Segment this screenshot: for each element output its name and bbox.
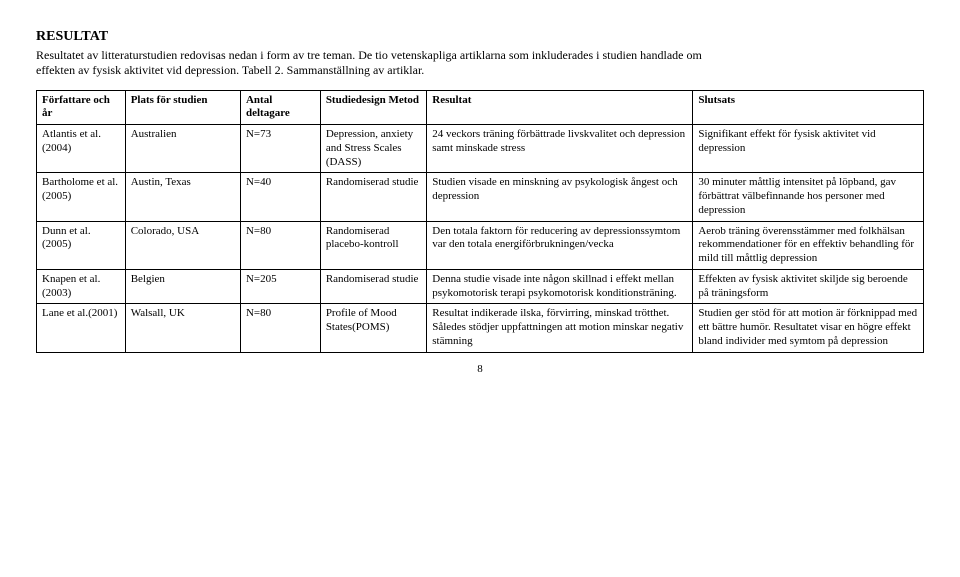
table-body: Atlantis et al. (2004) Australien N=73 D… (37, 125, 924, 353)
table-row: Dunn et al. (2005) Colorado, USA N=80 Ra… (37, 221, 924, 269)
col-header-result: Resultat (427, 90, 693, 125)
cell-n: N=73 (240, 125, 320, 173)
cell-result: Denna studie visade inte någon skillnad … (427, 269, 693, 304)
cell-author: Knapen et al. (2003) (37, 269, 126, 304)
table-header-row: Författare och år Plats för studien Anta… (37, 90, 924, 125)
cell-n: N=80 (240, 221, 320, 269)
cell-conclusion: Studien ger stöd för att motion är förkn… (693, 304, 924, 352)
cell-design: Profile of Mood States(POMS) (320, 304, 426, 352)
cell-design: Depression, anxiety and Stress Scales (D… (320, 125, 426, 173)
table-row: Knapen et al. (2003) Belgien N=205 Rando… (37, 269, 924, 304)
cell-result: Resultat indikerade ilska, förvirring, m… (427, 304, 693, 352)
cell-place: Walsall, UK (125, 304, 240, 352)
cell-conclusion: Signifikant effekt för fysisk aktivitet … (693, 125, 924, 173)
results-table: Författare och år Plats för studien Anta… (36, 90, 924, 353)
col-header-n: Antal deltagare (240, 90, 320, 125)
cell-place: Australien (125, 125, 240, 173)
col-header-design: Studiedesign Metod (320, 90, 426, 125)
col-header-conclusion: Slutsats (693, 90, 924, 125)
cell-n: N=205 (240, 269, 320, 304)
cell-conclusion: 30 minuter måttlig intensitet på löpband… (693, 173, 924, 221)
cell-n: N=80 (240, 304, 320, 352)
cell-design: Randomiserad placebo-kontroll (320, 221, 426, 269)
cell-author: Dunn et al. (2005) (37, 221, 126, 269)
cell-author: Lane et al.(2001) (37, 304, 126, 352)
table-row: Lane et al.(2001) Walsall, UK N=80 Profi… (37, 304, 924, 352)
cell-author: Atlantis et al. (2004) (37, 125, 126, 173)
col-header-place: Plats för studien (125, 90, 240, 125)
cell-place: Belgien (125, 269, 240, 304)
cell-conclusion: Aerob träning överensstämmer med folkhäl… (693, 221, 924, 269)
section-heading: RESULTAT (36, 28, 924, 46)
cell-result: 24 veckors träning förbättrade livskvali… (427, 125, 693, 173)
cell-author: Bartholome et al. (2005) (37, 173, 126, 221)
cell-design: Randomiserad studie (320, 269, 426, 304)
cell-design: Randomiserad studie (320, 173, 426, 221)
cell-place: Austin, Texas (125, 173, 240, 221)
cell-conclusion: Effekten av fysisk aktivitet skiljde sig… (693, 269, 924, 304)
cell-n: N=40 (240, 173, 320, 221)
table-row: Atlantis et al. (2004) Australien N=73 D… (37, 125, 924, 173)
cell-place: Colorado, USA (125, 221, 240, 269)
cell-result: Studien visade en minskning av psykologi… (427, 173, 693, 221)
col-header-author: Författare och år (37, 90, 126, 125)
table-row: Bartholome et al. (2005) Austin, Texas N… (37, 173, 924, 221)
intro-paragraph: Resultatet av litteraturstudien redovisa… (36, 48, 736, 78)
cell-result: Den totala faktorn för reducering av dep… (427, 221, 693, 269)
page-number: 8 (36, 363, 924, 377)
